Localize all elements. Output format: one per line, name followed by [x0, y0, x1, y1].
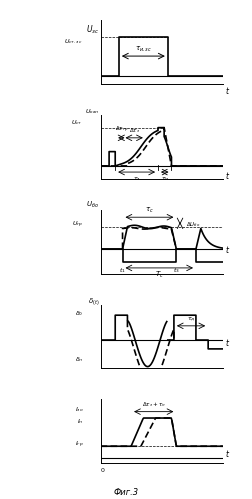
Text: $t$: $t$ — [225, 85, 231, 96]
Text: $\delta_{(t)}$: $\delta_{(t)}$ — [88, 296, 99, 307]
Text: $t$: $t$ — [225, 244, 231, 255]
Text: $U_{гр}$: $U_{гр}$ — [72, 220, 83, 230]
Text: $\tau_{с}$: $\tau_{с}$ — [145, 206, 154, 216]
Text: $U_{ст}$: $U_{ст}$ — [71, 118, 82, 127]
Text: $0$: $0$ — [100, 466, 106, 474]
Text: $I_{зо}$: $I_{зо}$ — [75, 406, 83, 415]
Text: $I_{п}$: $I_{п}$ — [77, 417, 83, 426]
Text: $\tau_{д}$: $\tau_{д}$ — [187, 316, 195, 324]
Text: $t_3$: $t_3$ — [173, 266, 180, 275]
Text: $t_1$: $t_1$ — [119, 266, 126, 275]
Text: $\Delta\tau_{з}$: $\Delta\tau_{з}$ — [129, 126, 140, 135]
Text: $\tau_{н}$: $\tau_{н}$ — [161, 175, 169, 183]
Text: $U_{зс}$: $U_{зс}$ — [86, 23, 99, 36]
Text: $U_{бо}$: $U_{бо}$ — [86, 200, 99, 210]
Text: $\tau_{з}$: $\tau_{з}$ — [133, 175, 141, 183]
Text: $\delta_0$: $\delta_0$ — [75, 309, 83, 318]
Text: $T_{с}$: $T_{с}$ — [155, 270, 164, 280]
Text: $\Delta U_{бо}$: $\Delta U_{бо}$ — [186, 220, 201, 229]
Text: $\delta_п$: $\delta_п$ — [75, 355, 83, 364]
Text: $t$: $t$ — [225, 170, 231, 181]
Text: $\tau_{и.зс}$: $\tau_{и.зс}$ — [135, 45, 152, 54]
Text: $t$: $t$ — [225, 337, 231, 348]
Text: $\Delta\tau_{гр}$: $\Delta\tau_{гр}$ — [115, 125, 128, 135]
Text: $\Delta\tau_{з}+\tau_{н}$: $\Delta\tau_{з}+\tau_{н}$ — [142, 400, 166, 409]
Text: Фиг.3: Фиг.3 — [113, 488, 139, 497]
Text: $U_{ст.зс}$: $U_{ст.зс}$ — [64, 36, 82, 45]
Text: $t$: $t$ — [225, 448, 231, 459]
Text: $I_{гр}$: $I_{гр}$ — [75, 440, 83, 450]
Text: $U_{кап}$: $U_{кап}$ — [85, 107, 99, 116]
